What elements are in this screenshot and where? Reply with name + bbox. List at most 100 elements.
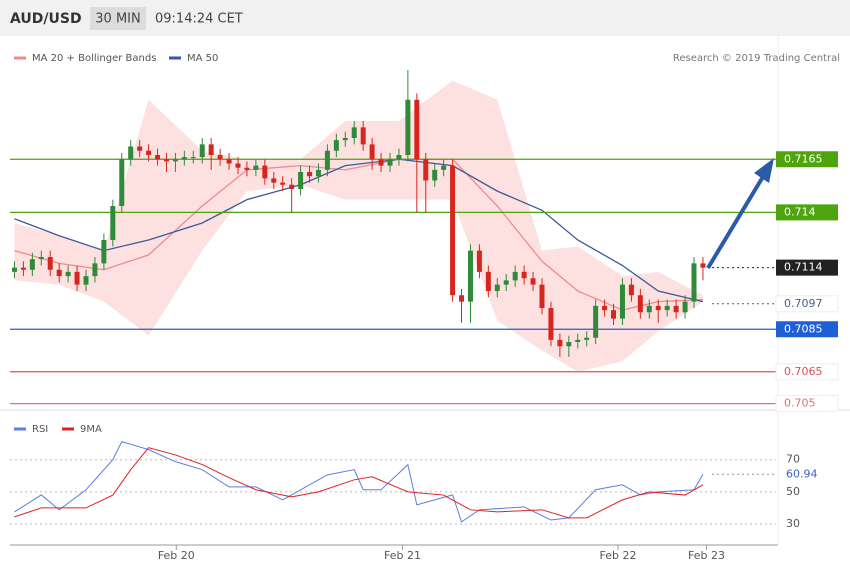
candle-body bbox=[584, 337, 590, 340]
level-label: 0.705 bbox=[784, 397, 816, 410]
candle-body bbox=[29, 259, 35, 270]
candle-body bbox=[119, 159, 125, 206]
candle-body bbox=[155, 155, 161, 160]
candle-body bbox=[602, 305, 608, 311]
candle-body bbox=[47, 257, 53, 270]
credit: Research © 2019 Trading Central bbox=[673, 53, 840, 64]
candle-body bbox=[360, 127, 366, 145]
candle-body bbox=[414, 99, 420, 160]
candle-body bbox=[593, 305, 599, 338]
candle-body bbox=[101, 240, 107, 264]
candle-body bbox=[333, 140, 339, 151]
candle-body bbox=[324, 150, 330, 170]
legend-label: 9MA bbox=[80, 424, 102, 435]
candle-body bbox=[217, 155, 223, 160]
level-label: 0.7065 bbox=[784, 365, 823, 378]
candle-body bbox=[664, 305, 670, 311]
candle-body bbox=[646, 305, 652, 313]
candle-body bbox=[450, 165, 456, 296]
series-line bbox=[14, 440, 704, 523]
candle-body bbox=[280, 182, 286, 185]
candle-body bbox=[387, 159, 393, 166]
candle-body bbox=[208, 144, 214, 155]
candle-body bbox=[548, 308, 554, 340]
candle-body bbox=[315, 169, 321, 177]
candle-body bbox=[396, 155, 402, 160]
candle-body bbox=[253, 165, 259, 170]
candle-body bbox=[271, 178, 277, 183]
candle-body bbox=[494, 284, 500, 291]
symbol: AUD/USD bbox=[10, 11, 82, 27]
candle-body bbox=[467, 250, 473, 302]
y-tick-label: 70 bbox=[786, 453, 800, 466]
candle-body bbox=[235, 163, 241, 168]
candle-body bbox=[74, 271, 80, 285]
series-line bbox=[14, 447, 704, 519]
level-label-box bbox=[776, 204, 838, 221]
timeframe-box bbox=[90, 7, 146, 30]
candle-body bbox=[423, 159, 429, 181]
x-tick-label: Feb 20 bbox=[158, 549, 195, 562]
candle-body bbox=[226, 159, 232, 164]
level-label: 0.714 bbox=[784, 205, 816, 218]
candle-body bbox=[441, 165, 447, 170]
candle-body bbox=[369, 144, 375, 160]
x-tick-label: Feb 21 bbox=[384, 549, 421, 562]
time: 09:14:24 CET bbox=[155, 12, 243, 27]
candle-body bbox=[485, 271, 491, 291]
candle-body bbox=[262, 165, 268, 179]
candle-body bbox=[476, 250, 482, 272]
candle-body bbox=[20, 267, 26, 270]
level-label: 0.7085 bbox=[784, 322, 823, 335]
candle-body bbox=[405, 99, 411, 155]
x-tick-label: Feb 23 bbox=[688, 549, 725, 562]
candle-body bbox=[566, 342, 572, 347]
candle-body bbox=[289, 184, 295, 189]
candle-body bbox=[163, 159, 169, 162]
candle-body bbox=[181, 157, 187, 160]
candle-body bbox=[459, 295, 465, 302]
candle-body bbox=[619, 284, 625, 319]
legend-label: MA 50 bbox=[187, 53, 218, 64]
candle-body bbox=[378, 159, 384, 166]
candle-body bbox=[137, 146, 143, 151]
candle-body bbox=[611, 310, 617, 319]
candle-body bbox=[244, 167, 250, 170]
candle-body bbox=[351, 127, 357, 138]
candle-body bbox=[128, 146, 134, 160]
level-label-box bbox=[776, 259, 838, 276]
current-value: 60.94 bbox=[786, 467, 818, 480]
candle-body bbox=[557, 339, 563, 347]
candle-body bbox=[307, 172, 313, 177]
candle-body bbox=[530, 278, 536, 285]
candle-body bbox=[637, 295, 643, 313]
candle-body bbox=[700, 263, 706, 268]
level-label-box bbox=[776, 321, 838, 338]
candle-body bbox=[92, 263, 98, 277]
candle-body bbox=[628, 284, 634, 296]
candle-body bbox=[38, 257, 44, 260]
bollinger-band bbox=[14, 80, 703, 372]
level-label-box bbox=[775, 395, 839, 413]
legend-label: RSI bbox=[32, 424, 48, 435]
level-label: 0.7165 bbox=[784, 152, 823, 165]
candle-body bbox=[691, 263, 697, 302]
forecast-arrow bbox=[706, 158, 774, 270]
candle-body bbox=[682, 301, 688, 313]
level-label-box bbox=[775, 295, 839, 313]
y-tick-label: 30 bbox=[786, 517, 800, 530]
candle-body bbox=[83, 276, 89, 285]
candle-body bbox=[521, 271, 527, 279]
candle-body bbox=[503, 280, 509, 285]
level-label: 0.7114 bbox=[784, 261, 823, 274]
arrow-shaft bbox=[706, 173, 766, 270]
candle-body bbox=[190, 157, 196, 159]
level-label-box bbox=[775, 363, 839, 381]
candle-body bbox=[199, 144, 205, 158]
candle-body bbox=[298, 172, 304, 189]
arrow-head bbox=[754, 158, 774, 183]
candle-body bbox=[673, 305, 679, 313]
level-label: 0.7097 bbox=[784, 297, 823, 310]
candle-body bbox=[539, 284, 545, 308]
